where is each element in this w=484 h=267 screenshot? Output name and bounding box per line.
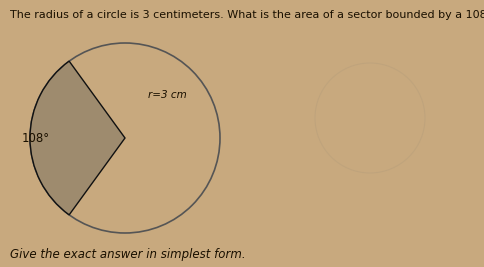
Text: The radius of a circle is 3 centimeters. What is the area of a sector bounded by: The radius of a circle is 3 centimeters.…: [10, 10, 484, 20]
Text: 108°: 108°: [22, 132, 50, 144]
Text: Give the exact answer in simplest form.: Give the exact answer in simplest form.: [10, 248, 245, 261]
Wedge shape: [30, 61, 125, 215]
Text: r=3 cm: r=3 cm: [148, 90, 187, 100]
